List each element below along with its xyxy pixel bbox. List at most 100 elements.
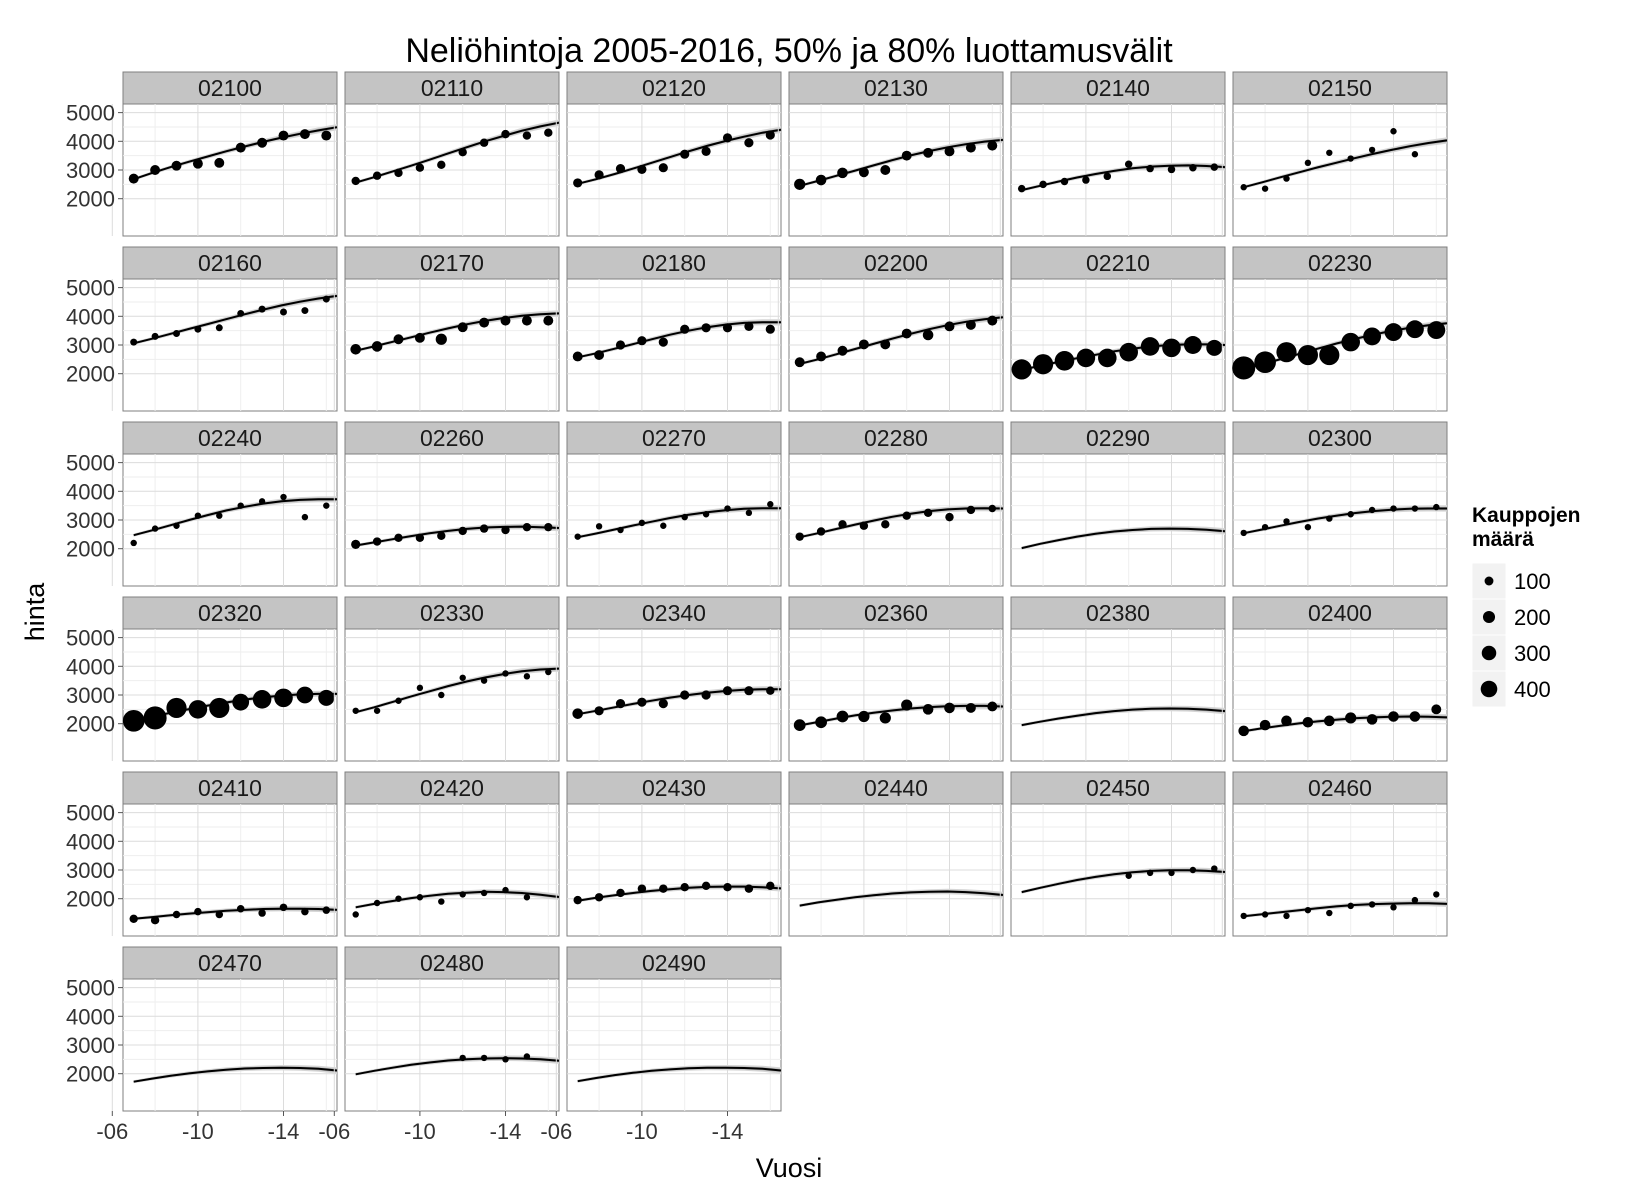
facet-02490: 02490 -06 -10 -14 bbox=[540, 946, 782, 1144]
facet-label: 02170 bbox=[420, 250, 484, 276]
data-point bbox=[1189, 163, 1197, 172]
data-point bbox=[435, 333, 447, 345]
y-tick-label: 2000 bbox=[66, 187, 115, 212]
y-tick-label: 3000 bbox=[66, 1033, 115, 1058]
facet-02260: 02260 bbox=[333, 421, 560, 587]
band-80 bbox=[1021, 705, 1225, 727]
fit-line bbox=[355, 667, 560, 714]
data-point bbox=[150, 165, 161, 175]
gridlines bbox=[111, 454, 337, 586]
data-point bbox=[922, 704, 934, 715]
data-point bbox=[1033, 354, 1054, 375]
data-point bbox=[457, 322, 468, 333]
facet-02160: 02160 2000 3000 4000 5000 bbox=[66, 246, 338, 412]
facet-02450: 02450 bbox=[999, 771, 1226, 937]
facet-strip bbox=[1010, 421, 1226, 455]
band-80 bbox=[133, 1065, 337, 1084]
gridlines bbox=[1221, 454, 1447, 586]
data-point bbox=[173, 522, 180, 529]
data-point bbox=[1162, 338, 1181, 358]
data-point bbox=[1281, 715, 1292, 727]
data-point bbox=[1060, 177, 1069, 186]
data-point bbox=[1146, 164, 1154, 173]
band-50 bbox=[577, 687, 781, 716]
data-point bbox=[1261, 911, 1269, 918]
gridlines bbox=[111, 979, 337, 1111]
data-point bbox=[901, 699, 913, 711]
data-point bbox=[501, 129, 510, 139]
data-point bbox=[594, 706, 604, 716]
facet-label: 02150 bbox=[1308, 75, 1372, 101]
facet-label: 02460 bbox=[1308, 775, 1372, 801]
data-point bbox=[1261, 185, 1269, 192]
facet-strip bbox=[344, 946, 560, 980]
data-point bbox=[794, 357, 805, 368]
data-point bbox=[545, 668, 552, 676]
facet-strip bbox=[344, 246, 560, 280]
data-point bbox=[1368, 901, 1376, 908]
facet-02340: 02340 bbox=[555, 596, 782, 762]
band-50 bbox=[355, 311, 559, 352]
legend-symbol bbox=[1484, 576, 1494, 586]
gridlines bbox=[999, 804, 1225, 936]
facet-02480: 02480 -06 -10 -14 bbox=[318, 946, 560, 1144]
facet-02420: 02420 bbox=[333, 771, 560, 937]
y-tick-label: 2000 bbox=[66, 712, 115, 737]
data-point bbox=[502, 670, 509, 677]
data-point bbox=[321, 130, 332, 141]
x-tick-label: -14 bbox=[712, 1119, 744, 1144]
facet-strip bbox=[122, 596, 338, 630]
data-point bbox=[301, 307, 309, 315]
x-axis-title: Vuosi bbox=[756, 1153, 823, 1183]
data-point bbox=[215, 324, 223, 332]
facet-label: 02320 bbox=[198, 600, 262, 626]
facet-label: 02270 bbox=[642, 425, 706, 451]
data-point bbox=[1411, 896, 1419, 904]
gridlines bbox=[555, 104, 781, 236]
facet-label: 02440 bbox=[864, 775, 928, 801]
facet-02320: 02320 2000 3000 4000 5000 bbox=[66, 596, 338, 762]
data-point bbox=[544, 522, 553, 532]
data-point bbox=[394, 533, 403, 542]
data-point bbox=[192, 158, 203, 169]
facet-02380: 02380 bbox=[999, 596, 1226, 762]
data-point bbox=[1368, 506, 1376, 514]
gridlines bbox=[333, 454, 559, 586]
data-point bbox=[1405, 320, 1424, 339]
data-point bbox=[838, 520, 847, 529]
data-point bbox=[318, 689, 335, 706]
data-point bbox=[637, 336, 647, 346]
facet-strip bbox=[1232, 71, 1448, 105]
y-tick-label: 4000 bbox=[66, 304, 115, 329]
band-80 bbox=[799, 888, 1003, 908]
fit-line bbox=[577, 1066, 782, 1083]
x-tick-label: -14 bbox=[490, 1119, 522, 1144]
facet-strip bbox=[1010, 596, 1226, 630]
facet-label: 02110 bbox=[421, 75, 483, 101]
data-point bbox=[1039, 180, 1047, 189]
facet-02210: 02210 bbox=[999, 246, 1226, 412]
data-point bbox=[1232, 356, 1256, 380]
data-point bbox=[744, 138, 754, 148]
data-point bbox=[437, 160, 446, 170]
data-point bbox=[573, 895, 582, 905]
x-tick-label: -06 bbox=[318, 1119, 350, 1144]
data-point bbox=[151, 332, 159, 340]
data-point bbox=[658, 163, 668, 173]
data-point bbox=[1409, 711, 1421, 722]
data-point bbox=[615, 699, 626, 709]
gridlines bbox=[555, 279, 781, 411]
data-point bbox=[1211, 865, 1218, 872]
facet-label: 02160 bbox=[198, 250, 262, 276]
data-point bbox=[415, 163, 425, 172]
data-point bbox=[237, 309, 245, 317]
facet-strip bbox=[566, 946, 782, 980]
data-point bbox=[237, 502, 244, 509]
fit-line bbox=[133, 294, 338, 345]
band-80 bbox=[577, 1065, 781, 1083]
data-point bbox=[479, 317, 490, 328]
data-point bbox=[395, 895, 402, 902]
data-point bbox=[1240, 184, 1247, 191]
y-tick-label: 3000 bbox=[66, 858, 115, 883]
facet-label: 02200 bbox=[864, 250, 928, 276]
